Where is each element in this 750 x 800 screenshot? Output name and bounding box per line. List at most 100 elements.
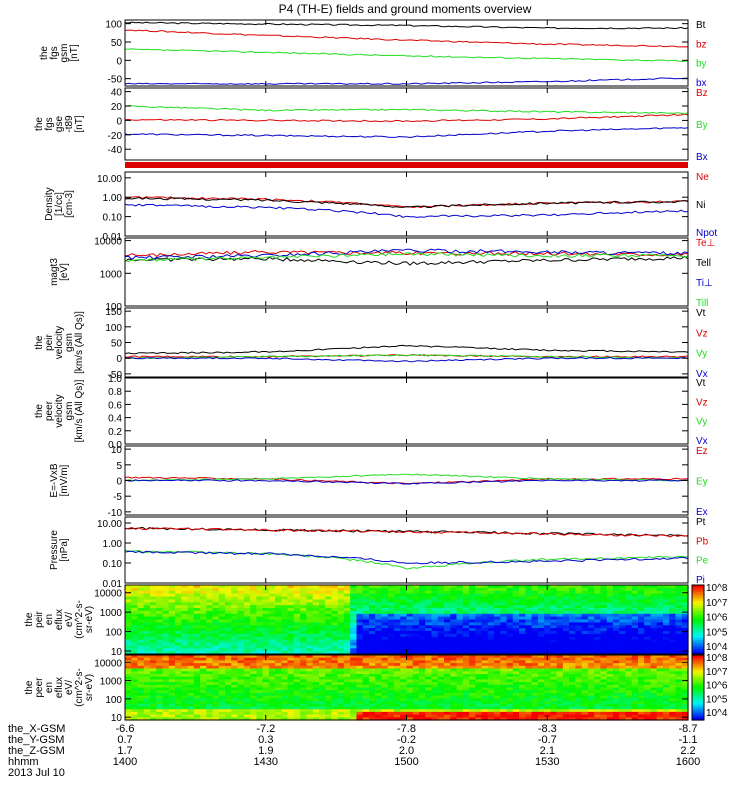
spectrogram-cell <box>362 665 370 670</box>
spectrogram-cell <box>206 648 214 652</box>
spectrogram-cell <box>494 645 501 649</box>
spectrogram-cell <box>681 714 689 718</box>
spectrogram-cell <box>350 596 358 600</box>
spectrogram-cell <box>131 684 139 689</box>
spectrogram-cell <box>656 706 664 710</box>
spectrogram-cell <box>556 665 564 670</box>
spectrogram-cell <box>168 687 176 691</box>
spectrogram-cell <box>669 599 677 603</box>
spectrogram-cell <box>293 714 301 718</box>
spectrogram-cell <box>675 608 683 612</box>
spectrogram-cell <box>381 587 389 592</box>
spectrogram-cell <box>650 599 658 603</box>
spectrogram-cell <box>412 599 420 603</box>
spectrogram-cell <box>137 590 145 595</box>
spectrogram-cell <box>143 701 151 705</box>
spectrogram-cell <box>212 599 220 603</box>
spectrogram-cell <box>281 692 289 697</box>
spectrogram-cell <box>306 619 314 623</box>
spectrogram-cell <box>525 602 533 606</box>
spectrogram-cell <box>638 676 645 680</box>
spectrogram-cell <box>193 695 201 699</box>
spectrogram-cell <box>425 602 433 606</box>
spectrogram-cell <box>262 622 270 626</box>
spectrogram-cell <box>462 684 470 689</box>
spectrogram-cell <box>437 682 445 686</box>
spectrogram-cell <box>437 714 445 718</box>
spectrogram-cell <box>550 714 558 718</box>
spectrogram-cell <box>656 701 664 705</box>
legend-label: bx <box>696 78 707 89</box>
spectrogram-cell <box>412 679 420 683</box>
spectrogram-cell <box>519 622 526 626</box>
spectrogram-cell <box>150 703 157 708</box>
spectrogram-cell <box>531 628 539 632</box>
colorbar-segment <box>692 717 704 721</box>
spectrogram-cell <box>425 687 433 691</box>
spectrogram-cell <box>387 639 395 644</box>
spectrogram-cell <box>425 642 433 646</box>
spectrogram-cell <box>268 639 276 644</box>
spectrogram-cell <box>638 687 645 691</box>
spectrogram-cell <box>394 684 401 689</box>
colorbar-segment <box>692 603 704 607</box>
spectrogram-cell <box>125 657 132 661</box>
spectrogram-cell <box>569 687 576 691</box>
spectrogram-cell <box>625 665 633 670</box>
spectrogram-cell <box>512 616 520 621</box>
spectrogram-cell <box>256 645 264 649</box>
spectrogram-cell <box>487 706 495 710</box>
spectrogram-cell <box>250 602 257 606</box>
spectrogram-cell <box>569 665 576 670</box>
spectrogram-cell <box>462 663 470 667</box>
spectrogram-cell <box>275 706 282 710</box>
spectrogram-cell <box>181 695 189 699</box>
spectrogram-cell <box>619 714 627 718</box>
spectrogram-cell <box>200 631 207 635</box>
spectrogram-cell <box>175 692 182 697</box>
spectrogram-cell <box>469 711 476 716</box>
spectrogram-cell <box>237 663 245 667</box>
spectrogram-cell <box>369 642 376 646</box>
spectrogram-cell <box>644 648 652 652</box>
spectrogram-cell <box>412 711 420 716</box>
spectrogram-cell <box>312 616 320 621</box>
spectrogram-cell <box>469 671 476 675</box>
y-tick-label: 10 <box>111 445 123 456</box>
spectrogram-cell <box>444 587 451 592</box>
spectrogram-cell <box>325 717 333 721</box>
spectrogram-cell <box>162 706 170 710</box>
spectrogram-cell <box>519 657 526 661</box>
spectrogram-cell <box>168 657 176 661</box>
spectrogram-cell <box>400 698 408 702</box>
spectrogram-cell <box>168 679 176 683</box>
spectrogram-cell <box>394 593 401 598</box>
spectrogram-cell <box>343 619 351 623</box>
spectrogram-cell <box>638 703 645 708</box>
spectrogram-cell <box>631 645 639 649</box>
spectrogram-cell <box>612 660 620 664</box>
spectrogram-cell <box>550 639 558 644</box>
spectrogram-cell <box>181 639 189 644</box>
spectrogram-cell <box>143 628 151 632</box>
spectrogram-cell <box>356 676 364 680</box>
spectrogram-cell <box>300 687 308 691</box>
spectrogram-cell <box>500 599 508 603</box>
spectrogram-cell <box>156 642 164 646</box>
spectrogram-cell <box>237 585 245 589</box>
spectrogram-cell <box>437 648 445 652</box>
spectrogram-cell <box>181 682 189 686</box>
spectrogram-cell <box>550 608 558 612</box>
spectrogram-cell <box>663 645 670 649</box>
spectrogram-cell <box>575 706 583 710</box>
spectrogram-cell <box>625 639 633 644</box>
spectrogram-cell <box>625 628 633 632</box>
spectrogram-cell <box>168 674 176 678</box>
spectrogram-cell <box>525 668 533 672</box>
spectrogram-cell <box>519 703 526 708</box>
spectrogram-cell <box>143 602 151 606</box>
spectrogram-cell <box>537 701 545 705</box>
spectrogram-cell <box>137 714 145 718</box>
spectrogram-cell <box>481 682 489 686</box>
spectrogram-cell <box>275 660 282 664</box>
